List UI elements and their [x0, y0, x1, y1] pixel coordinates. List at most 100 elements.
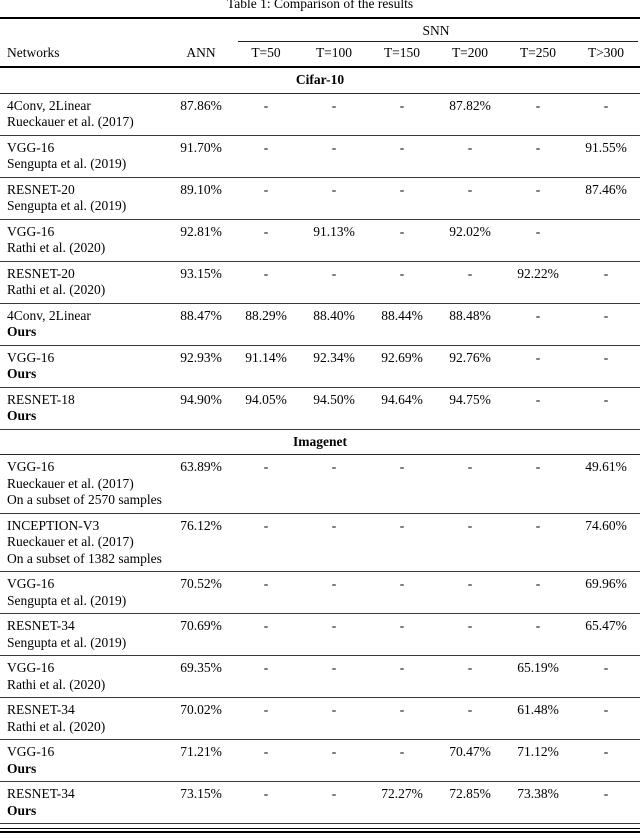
column-header-row: Networks ANN T=50 T=100 T=150 T=200 T=25… [0, 41, 640, 68]
snn-value-cell: - [368, 454, 436, 514]
snn-value-cell: - [232, 781, 300, 824]
ann-value-cell: 71.21% [170, 739, 232, 782]
snn-value-cell: 94.64% [368, 387, 436, 430]
table-row: 4Conv, 2Linear Ours 88.47% 88.29% 88.40% 88.4… [0, 303, 640, 346]
snn-value-cell: - [436, 571, 504, 614]
snn-value-cell: - [504, 345, 572, 388]
snn-value-cell: - [436, 261, 504, 304]
snn-value-cell: - [504, 303, 572, 346]
snn-value-cell: - [368, 135, 436, 178]
network-line: RESNET-20 [7, 181, 75, 197]
snn-value-cell: - [504, 613, 572, 656]
table-row: VGG-16 Ours 92.93% 91.14% 92.34% 92.69% 92.76%… [0, 345, 640, 388]
snn-value-cell: - [572, 739, 640, 782]
snn-value-cell: - [436, 613, 504, 656]
snn-value-cell: - [232, 261, 300, 304]
snn-value-cell: 71.12% [504, 739, 572, 782]
snn-value-cell: - [368, 571, 436, 614]
network-line: INCEPTION-V3 [7, 517, 100, 533]
snn-value-cell: 92.34% [300, 345, 368, 388]
snn-value-cell: 88.48% [436, 303, 504, 346]
snn-value-cell: - [232, 513, 300, 572]
snn-value-cell: - [300, 454, 368, 514]
col-header-t250: T=250 [504, 41, 572, 68]
section-row-imagenet: Imagenet [0, 429, 640, 455]
snn-value-cell: - [232, 177, 300, 220]
snn-value-cell: 94.50% [300, 387, 368, 430]
snn-value-cell: 87.82% [436, 93, 504, 136]
table-row: RESNET-34 Ours 73.15% - -72.27% 72.85% 73.38% - [0, 781, 640, 824]
network-cell: 4Conv, 2Linear Rueckauer et al. (2017) [0, 93, 170, 136]
snn-value-cell: - [368, 613, 436, 656]
snn-value-cell: - [572, 781, 640, 824]
snn-value-cell: 92.76% [436, 345, 504, 388]
table-row: RESNET-34 Rathi et al. (2020) 70.02% - - - -61… [0, 697, 640, 740]
ann-value-cell: 89.10% [170, 177, 232, 220]
network-line: Rathi et al. (2020) [7, 718, 106, 734]
ann-value-cell: 92.81% [170, 219, 232, 262]
ann-value-cell: 94.90% [170, 387, 232, 430]
snn-value-cell: - [368, 697, 436, 740]
snn-value-cell: - [504, 219, 572, 262]
network-cell: VGG-16 Ours [0, 345, 170, 388]
snn-value-cell: 72.85% [436, 781, 504, 824]
snn-value-cell: - [572, 93, 640, 136]
snn-value-cell: - [504, 513, 572, 572]
ann-value-cell: 91.70% [170, 135, 232, 178]
snn-value-cell: 92.69% [368, 345, 436, 388]
table-body: Cifar-10 4Conv, 2Linear Rueckauer et al. (… [0, 67, 640, 824]
network-line: VGG-16 [7, 459, 55, 474]
network-line: VGG-16 [7, 660, 55, 675]
table-caption: Table 1: Comparison of the results [226, 0, 414, 11]
network-cell: VGG-16 Sengupta et al. (2019) [0, 571, 170, 614]
snn-value-cell: - [436, 655, 504, 698]
network-line: Ours [7, 366, 37, 381]
snn-value-cell: - [504, 387, 572, 430]
col-header-networks: Networks [0, 41, 170, 68]
ann-value-cell: 76.12% [170, 513, 232, 572]
ann-value-cell: 63.89% [170, 454, 232, 514]
snn-value-cell: - [300, 135, 368, 178]
network-cell: RESNET-34 Rathi et al. (2020) [0, 697, 170, 740]
col-header-t50: T=50 [232, 41, 300, 68]
table-row: VGG-16 Sengupta et al. (2019) 70.52% - - - - -6… [0, 571, 640, 614]
snn-value-cell: - [504, 135, 572, 178]
snn-value-cell: - [300, 697, 368, 740]
table-bottom-rule [0, 828, 640, 833]
network-cell: 4Conv, 2Linear Ours [0, 303, 170, 346]
network-line: Ours [7, 408, 37, 423]
snn-value-cell: 69.96% [572, 571, 640, 614]
snn-value-cell: - [504, 454, 572, 514]
network-line: VGG-16 [7, 576, 55, 591]
snn-value-cell: - [436, 135, 504, 178]
snn-value-cell: 49.61% [572, 454, 640, 514]
network-line: RESNET-34 [7, 618, 75, 633]
snn-value-cell: - [368, 655, 436, 698]
snn-value-cell: - [368, 93, 436, 136]
network-cell: VGG-16 Ours [0, 739, 170, 782]
table-row: VGG-16 Rueckauer et al. (2017) On a subset… [0, 454, 640, 514]
snn-value-cell [572, 219, 640, 262]
snn-value-cell: - [300, 261, 368, 304]
table-row: VGG-16 Ours 71.21% - - -70.47% 71.12% - [0, 739, 640, 782]
col-header-t200: T=200 [436, 41, 504, 68]
snn-value-cell: 91.55% [572, 135, 640, 178]
snn-value-cell: - [436, 697, 504, 740]
snn-value-cell: - [572, 655, 640, 698]
network-line: VGG-16 [7, 223, 55, 239]
table-row: INCEPTION-V3 Rueckauer et al. (2017) On a … [0, 513, 640, 572]
network-line: 4Conv, 2Linear [7, 307, 91, 323]
snn-value-cell: 92.02% [436, 219, 504, 262]
network-cell: VGG-16 Rathi et al. (2020) [0, 655, 170, 698]
ann-value-cell: 93.15% [170, 261, 232, 304]
section-title: Imagenet [0, 429, 640, 455]
snn-value-cell: 73.38% [504, 781, 572, 824]
network-cell: RESNET-18 Ours [0, 387, 170, 430]
snn-value-cell: 87.46% [572, 177, 640, 220]
snn-group-row: SNN [0, 18, 640, 42]
snn-value-cell: 65.47% [572, 613, 640, 656]
network-line: Rathi et al. (2020) [7, 282, 106, 297]
col-header-t150: T=150 [368, 41, 436, 68]
snn-value-cell: - [232, 93, 300, 136]
